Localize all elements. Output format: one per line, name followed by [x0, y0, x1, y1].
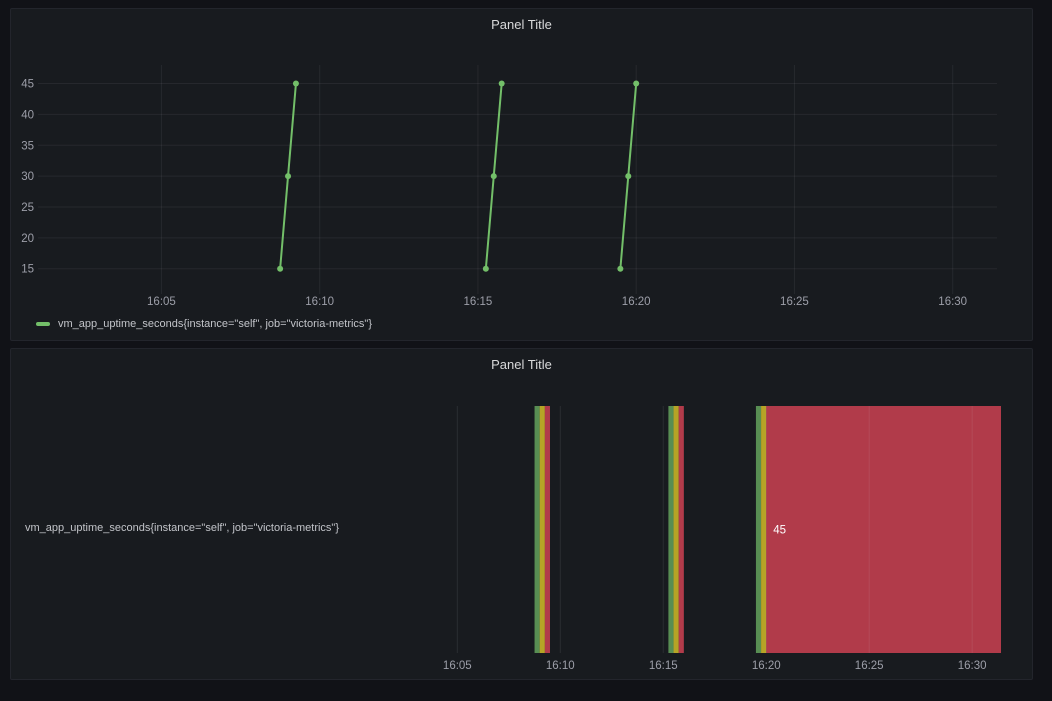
state-segment[interactable]	[534, 406, 540, 653]
timeseries-panel: 15 20 25 30 35 40 45 16:05 16:10 16:15 16:20 16:25 1…	[10, 8, 1033, 341]
state-segment[interactable]	[539, 406, 545, 653]
y-tick-label: 40	[21, 109, 34, 121]
y-tick-label: 25	[21, 202, 34, 214]
legend: vm_app_uptime_seconds{instance="self", j…	[36, 316, 372, 332]
x-tick-label: 16:05	[147, 296, 176, 308]
timeseries-plot-area[interactable]: 15 20 25 30 35 40 45 16:05 16:10 16:15 16:20 16:25 1…	[11, 9, 1034, 342]
y-tick-label: 35	[21, 140, 34, 152]
state-segment[interactable]	[766, 406, 1001, 653]
legend-series-label[interactable]: vm_app_uptime_seconds{instance="self", j…	[58, 318, 372, 330]
state-segment[interactable]	[678, 406, 684, 653]
state-segment[interactable]	[761, 406, 767, 653]
state-timeline-panel: 16:05 16:10 16:15 16:20 16:25 16:30 45 Panel T…	[10, 348, 1033, 680]
panel-header: Panel Title	[11, 9, 1032, 39]
y-tick-label: 20	[21, 233, 34, 245]
x-tick-label: 16:20	[622, 296, 651, 308]
x-tick-label: 16:20	[752, 660, 781, 672]
x-tick-label: 16:30	[958, 660, 987, 672]
x-tick-label: 16:15	[464, 296, 493, 308]
panel-title[interactable]: Panel Title	[491, 16, 552, 32]
legend-series-swatch	[36, 322, 50, 326]
y-tick-label: 30	[21, 171, 34, 183]
y-tick-label: 15	[21, 264, 34, 276]
x-tick-label: 16:10	[546, 660, 575, 672]
data-point[interactable]	[617, 265, 624, 272]
x-tick-label: 16:25	[855, 660, 884, 672]
data-point[interactable]	[292, 80, 299, 87]
data-point[interactable]	[633, 80, 640, 87]
data-point[interactable]	[498, 80, 505, 87]
x-tick-label: 16:10	[305, 296, 334, 308]
state-segment[interactable]	[668, 406, 674, 653]
data-point[interactable]	[285, 173, 292, 180]
data-point[interactable]	[490, 173, 497, 180]
y-tick-label: 45	[21, 79, 34, 91]
panel-title[interactable]: Panel Title	[491, 356, 552, 372]
x-tick-label: 16:30	[938, 296, 967, 308]
state-segment[interactable]	[673, 406, 679, 653]
state-segment[interactable]	[544, 406, 550, 653]
data-point[interactable]	[277, 265, 284, 272]
data-point[interactable]	[625, 173, 632, 180]
panel-header: Panel Title	[11, 349, 1032, 379]
series-row-label: vm_app_uptime_seconds{instance="self", j…	[25, 522, 339, 534]
state-value-label: 45	[773, 525, 786, 537]
data-point[interactable]	[482, 265, 489, 272]
x-tick-label: 16:25	[780, 296, 809, 308]
x-tick-label: 16:15	[649, 660, 678, 672]
state-timeline-plot-area[interactable]: 16:05 16:10 16:15 16:20 16:25 16:30 45	[11, 349, 1034, 681]
x-tick-label: 16:05	[443, 660, 472, 672]
state-segment[interactable]	[755, 406, 762, 653]
